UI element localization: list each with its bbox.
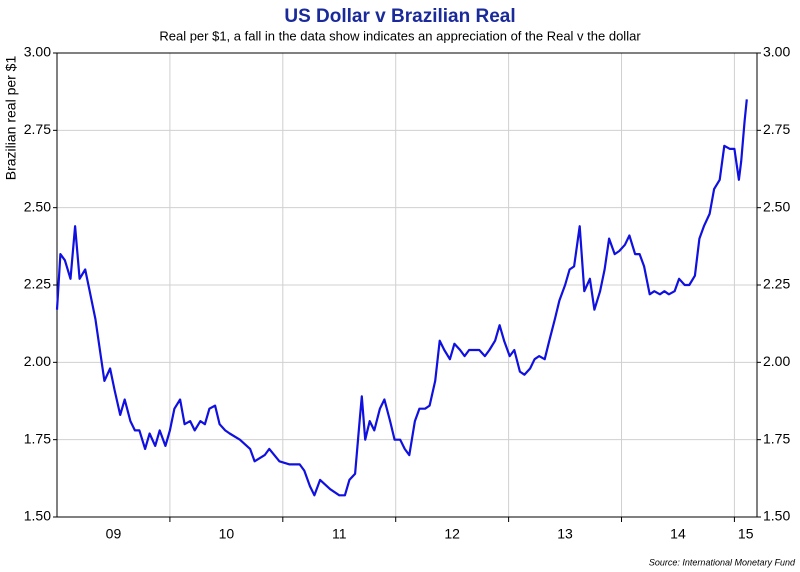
y-tick-label-right: 2.75: [763, 121, 790, 137]
y-tick-label-right: 1.50: [763, 508, 790, 524]
x-tick-label: 15: [738, 526, 754, 542]
y-tick-label: 2.50: [24, 198, 51, 214]
y-tick-label: 2.75: [24, 121, 51, 137]
y-tick-label-right: 3.00: [763, 44, 790, 60]
plot-frame: [56, 52, 758, 518]
y-tick-label: 3.00: [24, 44, 51, 60]
x-tick-label: 14: [670, 526, 686, 542]
y-tick-label: 2.25: [24, 276, 51, 292]
y-axis-label: Brazilian real per $1: [3, 56, 19, 181]
y-tick-label-right: 2.00: [763, 353, 790, 369]
x-tick-label: 09: [106, 526, 122, 542]
y-tick-label-right: 2.25: [763, 276, 790, 292]
y-tick-label-right: 1.75: [763, 430, 790, 446]
y-tick-label-right: 2.50: [763, 198, 790, 214]
chart-title: US Dollar v Brazilian Real: [284, 6, 515, 27]
x-tick-label: 11: [332, 526, 347, 542]
y-tick-label: 1.50: [24, 508, 51, 524]
x-tick-label: 13: [557, 526, 573, 542]
x-tick-label: 12: [444, 526, 460, 542]
y-tick-label: 2.00: [24, 353, 51, 369]
y-tick-label: 1.75: [24, 430, 51, 446]
source: Source: International Monetary Fund: [649, 557, 796, 567]
data-line: [55, 99, 748, 497]
x-tick-label: 10: [219, 526, 235, 542]
chart-subtitle: Real per $1, a fall in the data show ind…: [159, 28, 641, 43]
